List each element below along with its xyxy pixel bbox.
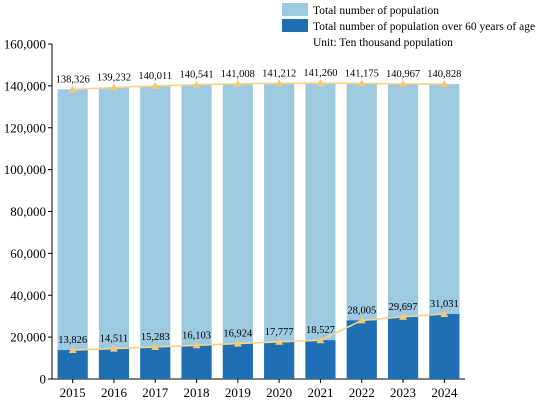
marker-triangle (68, 346, 77, 354)
data-labels: 138,326 139,232 140,011 140,541 141,008 141,2… (56, 68, 462, 346)
bar-over60 (140, 347, 171, 379)
marker-triangle (151, 81, 160, 89)
marker-triangle (399, 312, 408, 320)
bar-over60 (181, 345, 212, 379)
data-label-over60: 16,924 (223, 329, 253, 340)
trend-line-total (72, 82, 445, 91)
bar-total (57, 89, 88, 379)
data-label-over60: 29,697 (389, 302, 418, 313)
marker-triangle (68, 85, 77, 93)
x-tick-label: 2016 (101, 385, 128, 400)
bars-total (57, 83, 460, 380)
bar-total (305, 83, 336, 379)
legend-swatch-over60 (282, 19, 308, 32)
bar-over60 (222, 343, 253, 379)
data-label-total: 140,011 (138, 71, 172, 82)
bars-over60 (57, 314, 460, 379)
bar-total (140, 85, 171, 380)
data-label-total: 138,326 (56, 74, 90, 85)
data-label-total: 139,232 (97, 72, 131, 83)
data-label-total: 140,828 (427, 69, 461, 80)
x-tick-label: 2024 (431, 385, 458, 400)
y-tick-label: 120,000 (4, 120, 46, 135)
x-tick-label: 2020 (266, 385, 292, 400)
x-tick-label: 2018 (184, 385, 210, 400)
marker-triangle (275, 79, 284, 87)
y-tick-label: 20,000 (10, 330, 46, 345)
bar-total (222, 83, 253, 380)
bar-total (264, 83, 295, 379)
marker-triangle (357, 316, 366, 324)
marker-triangle (275, 337, 284, 345)
marker-triangle (151, 343, 160, 351)
x-tick-label: 2019 (225, 385, 251, 400)
legend-label-total: Total number of population (313, 5, 439, 17)
data-label-total: 141,008 (221, 69, 255, 80)
x-tick-label: 2023 (390, 385, 416, 400)
data-label-over60: 17,777 (265, 327, 294, 338)
axes: 0 20,000 40,000 60,000 80,000 100,000 120,000 1… (4, 37, 465, 400)
x-tick-label: 2015 (60, 385, 86, 400)
data-label-total: 141,212 (262, 68, 296, 79)
marker-triangle (316, 336, 325, 344)
data-label-over60: 14,511 (100, 334, 129, 345)
x-tick-label: 2021 (307, 385, 333, 400)
marker-triangle (233, 339, 242, 347)
marker-triangle (233, 79, 242, 87)
bar-over60 (264, 341, 295, 379)
data-label-over60: 18,527 (306, 325, 335, 336)
y-tick-label: 160,000 (4, 37, 46, 52)
marker-triangle (357, 79, 366, 87)
x-tick-label: 2022 (349, 385, 375, 400)
legend-label-over60: Total number of population over 60 years… (313, 21, 535, 33)
bar-over60 (387, 316, 419, 379)
marker-triangle (440, 310, 449, 318)
data-label-over60: 13,826 (58, 335, 87, 346)
bar-over60 (346, 320, 377, 379)
marker-triangle (109, 344, 118, 352)
trend-line-over60 (72, 313, 445, 351)
data-label-total: 141,175 (345, 68, 379, 79)
marker-triangle (316, 79, 325, 87)
bar-over60 (429, 314, 460, 379)
legend: Total number of population Total number … (282, 3, 535, 49)
y-tick-label: 0 (40, 372, 47, 387)
marker-triangle (109, 83, 118, 91)
marker-triangle (192, 341, 201, 349)
bar-over60 (57, 350, 88, 379)
y-tick-label: 80,000 (10, 204, 46, 219)
trend-lines (68, 79, 449, 354)
y-tick-label: 60,000 (10, 246, 46, 261)
data-label-total: 141,260 (303, 68, 337, 79)
y-tick-label: 100,000 (4, 162, 46, 177)
data-label-total: 140,967 (386, 69, 420, 80)
legend-swatch-total (282, 3, 308, 16)
bar-total (181, 84, 212, 379)
data-label-over60: 16,103 (182, 330, 211, 341)
x-tick-label: 2017 (142, 385, 169, 400)
bar-over60 (305, 340, 336, 379)
data-label-over60: 31,031 (430, 299, 459, 310)
data-label-total: 140,541 (179, 70, 213, 81)
y-tick-label: 140,000 (4, 78, 46, 93)
marker-triangle (192, 80, 201, 88)
bar-over60 (98, 348, 130, 379)
data-label-over60: 15,283 (141, 332, 170, 343)
y-tick-label: 40,000 (10, 288, 46, 303)
data-label-over60: 28,005 (347, 305, 376, 316)
marker-triangle (399, 79, 408, 87)
marker-triangle (440, 80, 449, 88)
unit-note: Unit: Ten thousand population (313, 37, 453, 49)
bar-total (98, 87, 130, 379)
